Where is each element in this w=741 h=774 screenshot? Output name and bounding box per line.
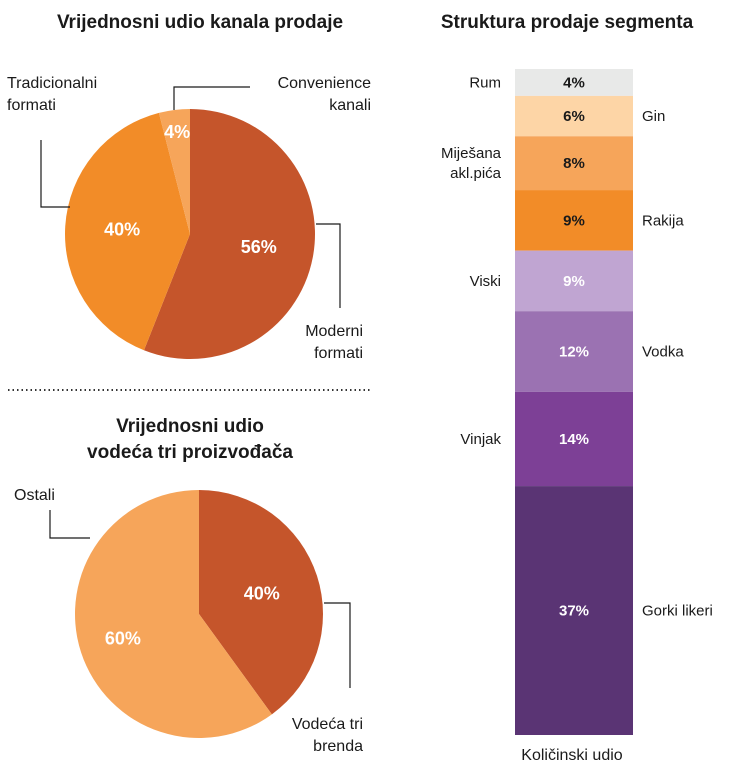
label-tradicionalni-1: Tradicionalni <box>7 75 97 92</box>
label-ostali: Ostali <box>14 487 55 504</box>
bar-value-gin: 6% <box>563 108 585 125</box>
bar-label-gin: Gin <box>642 108 665 125</box>
pie-sales-channels: 56% 40% 4% <box>65 109 315 359</box>
pie2-title-line2: vodeća tri proizvođača <box>87 442 293 463</box>
bar-value-viski: 9% <box>563 273 585 290</box>
bar-label-rakija: Rakija <box>642 212 684 229</box>
bar-segment-gorki-likeri <box>515 486 633 735</box>
bar-value-gorki-likeri: 37% <box>559 603 589 620</box>
bar-segment-rakija <box>515 190 633 251</box>
bar-value-mije-ana-akl-pi-a: 8% <box>563 155 585 172</box>
bar-value-vodka: 12% <box>559 344 589 361</box>
bar-label-mije-ana-akl-pi-a-1: Miješana <box>441 145 502 162</box>
pie1-title: Vrijednosni udio kanala prodaje <box>57 12 343 33</box>
bar-segment-viski <box>515 250 633 312</box>
stacked-bar-segment-structure: 4% Rum 6% Gin 8% Miješana akl.pića 9% Rakija 9% Vi… <box>441 69 713 735</box>
leader-moderni <box>316 223 341 308</box>
pie2-title-line1: Vrijednosni udio <box>116 416 264 437</box>
bar-segment-mije-ana-akl-pi-a <box>515 136 633 191</box>
pie2-slice-ostali <box>74 490 272 738</box>
bar-segment-vodka <box>515 311 633 392</box>
pie1-label-convenience-kanali: 4% <box>164 122 190 142</box>
pie1-slice-moderni-formati <box>143 109 315 359</box>
label-convenience-1: Convenience <box>278 75 372 92</box>
pie1-label-tradicionalni-formati: 40% <box>104 220 140 240</box>
pie-top-three-producers: 40% 60% <box>74 490 323 738</box>
bar-label-mije-ana-akl-pi-a-2: akl.pića <box>450 165 502 182</box>
pie1-slice-convenience-kanali <box>158 109 190 234</box>
leader-ostali <box>49 510 90 539</box>
pie2-label-vode-a-tri-brenda: 40% <box>244 584 280 604</box>
pie2-slice-vode-a-tri-brenda <box>199 490 323 715</box>
bar-value-rum: 4% <box>563 74 585 91</box>
label-vodeca-2: brenda <box>313 738 363 755</box>
pie1-label-moderni-formati: 56% <box>241 237 277 257</box>
bar-segment-vinjak <box>515 391 633 487</box>
bar-segment-gin <box>515 95 633 137</box>
bar-label-vodka: Vodka <box>642 344 684 361</box>
label-vodeca-1: Vodeća tri <box>292 716 363 733</box>
bar-segment-rum <box>515 69 633 96</box>
bar-value-vinjak: 14% <box>559 431 589 448</box>
bar-value-rakija: 9% <box>563 212 585 229</box>
pie1-slice-tradicionalni-formati <box>65 112 190 351</box>
label-tradicionalni-2: formati <box>7 97 56 114</box>
bar-label-vinjak: Vinjak <box>460 431 501 448</box>
leader-convenience <box>173 86 250 110</box>
label-moderni-1: Moderni <box>305 323 363 340</box>
bar-label-rum: Rum <box>469 74 501 91</box>
bar-title: Struktura prodaje segmenta <box>441 12 694 33</box>
bar-label-viski: Viski <box>470 273 501 290</box>
label-moderni-2: formati <box>314 345 363 362</box>
leader-vodeca <box>324 602 351 688</box>
bar-xlabel: Količinski udio <box>521 747 622 764</box>
label-convenience-2: kanali <box>329 97 371 114</box>
pie2-label-ostali: 60% <box>105 629 141 649</box>
leader-tradicionalni <box>40 140 70 208</box>
bar-label-gorki-likeri: Gorki likeri <box>642 603 713 620</box>
